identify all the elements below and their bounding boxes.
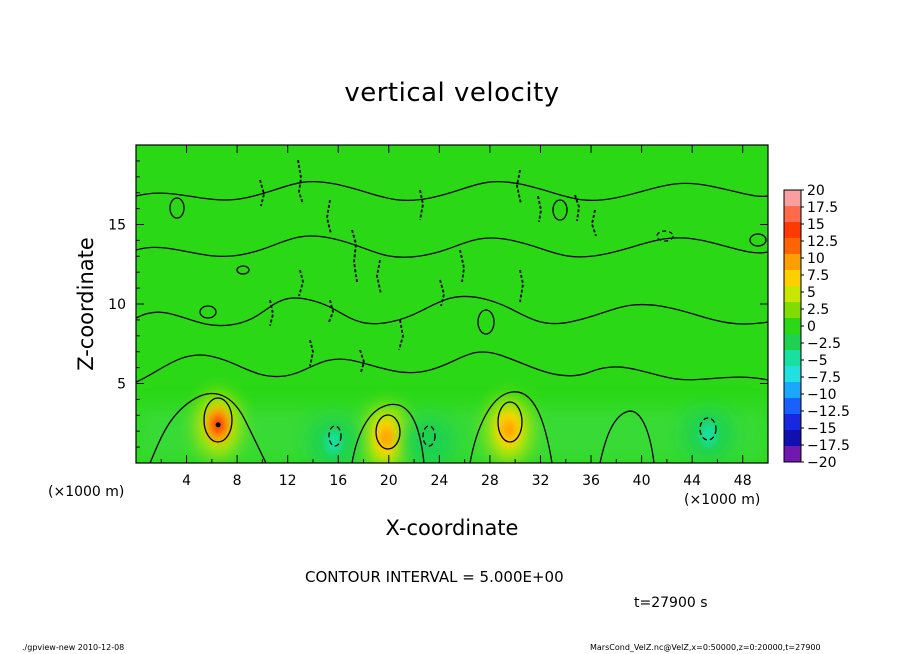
x-tick-label: 28 [481, 473, 499, 489]
colorbar-label: −17.5 [807, 438, 850, 454]
contour-layer [136, 159, 768, 463]
time-label: t=27900 s [634, 595, 708, 611]
plot-area [135, 144, 769, 464]
contour-line [136, 235, 768, 258]
colorbar-segment [784, 238, 801, 254]
chart-title: vertical velocity [344, 78, 560, 108]
colorbar-label: −2.5 [807, 336, 841, 352]
x-axis-label: X-coordinate [385, 516, 519, 540]
x-tick-label: 32 [532, 473, 550, 489]
colorbar-label: 7.5 [807, 268, 829, 284]
colorbar-label: 0 [807, 319, 816, 335]
colorbar-label: 12.5 [807, 234, 838, 250]
contour-line [136, 295, 768, 327]
downdraft-core [421, 430, 438, 455]
colorbar-segment [784, 222, 801, 238]
contour-downdraft [422, 425, 436, 447]
contour-downdraft [656, 230, 674, 242]
field-layer [136, 392, 768, 463]
colorbar-segment [784, 286, 801, 302]
contour-line [259, 159, 597, 373]
colorbar-label: 2.5 [807, 302, 829, 318]
x-tick-label: 40 [633, 473, 651, 489]
updraft-peak [502, 420, 515, 439]
colorbar: 2017.51512.5107.552.50−2.5−5−7.5−10−12.5… [783, 183, 850, 471]
downdraft-core [325, 430, 342, 455]
contour-line [599, 410, 655, 463]
contour-closed [477, 309, 495, 335]
x-tick-label: 48 [734, 473, 752, 489]
x-unit-label-left: (×1000 m) [48, 484, 125, 500]
footer-left-text: ./gpview-new 2010-12-08 [22, 643, 125, 652]
y-tick-label: 15 [108, 218, 126, 234]
colorbar-label: 15 [807, 217, 825, 233]
colorbar-label: 10 [807, 251, 825, 267]
contour-closed [552, 199, 568, 221]
colorbar-segment [784, 398, 801, 414]
x-axis: 4 8 12 16 20 24 28 32 36 40 44 48 [160, 145, 752, 489]
x-unit-label-right: (×1000 m) [684, 492, 761, 508]
footer-right-text: MarsCond_VelZ.nc@VelZ,x=0:50000,z=0:2000… [590, 643, 821, 652]
colorbar-segment [784, 318, 801, 334]
contour-downdraft [328, 425, 342, 447]
colorbar-segment [784, 382, 801, 398]
updraft-max-marker [215, 422, 221, 428]
updraft-peak [380, 428, 393, 447]
colorbar-label: −12.5 [807, 404, 850, 420]
colorbar-segment [784, 270, 801, 286]
contour-interval-label: CONTOUR INTERVAL = 5.000E+00 [305, 568, 564, 586]
colorbar-label: −5 [807, 353, 828, 369]
colorbar-segment [784, 334, 801, 350]
downdraft-core [700, 422, 717, 447]
x-tick-label: 8 [233, 473, 242, 489]
colorbar-segment [784, 414, 801, 430]
x-tick-label: 20 [380, 473, 398, 489]
x-tick-label: 16 [329, 473, 347, 489]
contour-closed [169, 197, 185, 219]
x-tick-label: 12 [279, 473, 297, 489]
colorbar-segment [784, 254, 801, 270]
x-tick-label: 44 [683, 473, 701, 489]
contour-closed [199, 305, 217, 319]
x-tick-label: 36 [582, 473, 600, 489]
colorbar-segment [784, 446, 801, 462]
colorbar-segment [784, 366, 801, 382]
contour-closed [749, 233, 767, 247]
colorbar-label: 5 [807, 285, 816, 301]
colorbar-segment [784, 302, 801, 318]
contour-closed [236, 265, 250, 275]
contour-updraft [375, 414, 401, 450]
colorbar-segment [784, 350, 801, 366]
contour-line [469, 391, 553, 463]
x-tick-label: 4 [182, 473, 191, 489]
colorbar-label: −15 [807, 421, 837, 437]
colorbar-label: −7.5 [807, 370, 841, 386]
x-tick-label: 24 [430, 473, 448, 489]
colorbar-segment [784, 430, 801, 446]
contour-line [136, 180, 768, 202]
contour-downdraft [699, 417, 717, 441]
colorbar-label: −20 [807, 455, 837, 471]
contour-line [136, 351, 768, 383]
contour-line [149, 392, 267, 463]
colorbar-label: 17.5 [807, 200, 838, 216]
y-tick-label: 5 [117, 377, 126, 393]
colorbar-label: −10 [807, 387, 837, 403]
y-axis: 5 10 15 [108, 160, 768, 448]
contour-updraft [203, 397, 233, 443]
colorbar-label: 20 [807, 183, 825, 199]
colorbar-segment [784, 206, 801, 222]
contour-updraft [497, 401, 523, 443]
y-tick-label: 10 [108, 297, 126, 313]
contour-line [351, 403, 425, 463]
colorbar-segment [784, 190, 801, 206]
